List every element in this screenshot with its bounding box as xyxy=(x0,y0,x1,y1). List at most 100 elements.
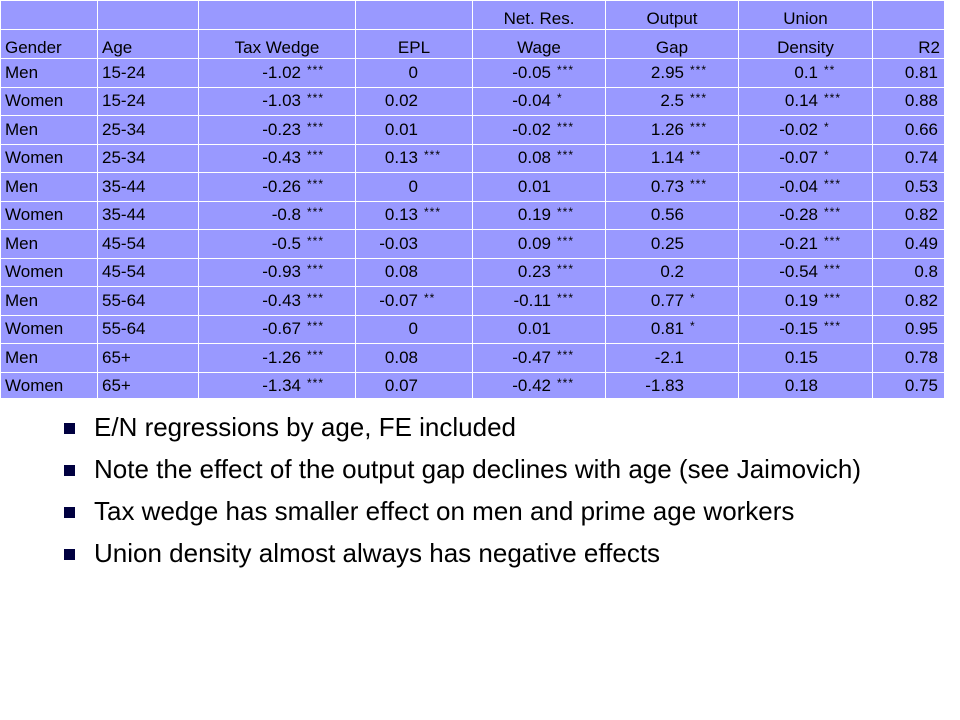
cell-age: 25-34 xyxy=(97,115,199,145)
cell-tax-wedge: -0.8 *** xyxy=(198,200,356,230)
cell-output-gap: 1.26 *** xyxy=(605,115,739,145)
cell-epl: 0.02 xyxy=(355,86,473,116)
cell-value: 0.19 xyxy=(784,290,818,310)
cell-union-density: -0.04 *** xyxy=(738,172,873,202)
cell-age: 55-64 xyxy=(97,314,199,344)
cell-output-gap: 2.5 *** xyxy=(605,86,739,116)
table-row: Men 35-44 -0.26 *** 0 0.01 0.73 *** -0.04 *** 0.53 xyxy=(0,172,945,202)
bullet-square-icon xyxy=(64,507,75,518)
cell-epl: 0.07 xyxy=(355,371,473,401)
cell-age: 15-24 xyxy=(97,86,199,116)
cell-r2: 0.66 xyxy=(872,115,945,145)
cell-age: 25-34 xyxy=(97,143,199,173)
cell-value: -0.43 xyxy=(262,290,301,310)
cell-net-res-wage: -0.02 *** xyxy=(472,115,606,145)
cell-tax-wedge: -0.93 *** xyxy=(198,257,356,287)
cell-epl: -0.07 ** xyxy=(355,286,473,316)
cell-tax-wedge: -1.03 *** xyxy=(198,86,356,116)
cell-value: 0.01 xyxy=(517,176,551,196)
table-row: Women 65+ -1.34 *** 0.07 -0.42 *** -1.83 0.18 0.7… xyxy=(0,371,945,401)
cell-value: 0.01 xyxy=(517,319,551,339)
cell-net-res-wage: -0.05 *** xyxy=(472,58,606,88)
cell-value: -0.07 xyxy=(779,148,818,168)
cell-tax-wedge: -0.67 *** xyxy=(198,314,356,344)
cell-value: -0.47 xyxy=(512,347,551,367)
significance-stars: *** xyxy=(307,148,325,163)
cell-value: 0 xyxy=(408,176,418,196)
cell-epl: 0.08 xyxy=(355,257,473,287)
significance-stars: *** xyxy=(307,91,325,106)
cell-gender: Women xyxy=(0,143,98,173)
cell-value: 0.1 xyxy=(794,62,818,82)
table-row: Men 45-54 -0.5 *** -0.03 0.09 *** 0.25 -0.21 *** 0… xyxy=(0,229,945,259)
cell-value: -0.04 xyxy=(512,91,551,111)
significance-stars: *** xyxy=(557,205,575,220)
bullet-item: Union density almost always has negative… xyxy=(64,538,944,568)
cell-value: 0.13 xyxy=(384,205,418,225)
significance-stars: *** xyxy=(824,262,842,277)
cell-gender: Men xyxy=(0,229,98,259)
cell-union-density: -0.54 *** xyxy=(738,257,873,287)
cell-r2: 0.53 xyxy=(872,172,945,202)
cell-value: 0 xyxy=(408,319,418,339)
cell-output-gap: 2.95 *** xyxy=(605,58,739,88)
cell-union-density: -0.28 *** xyxy=(738,200,873,230)
table-row: Women 45-54 -0.93 *** 0.08 0.23 *** 0.2 -0.54 ***… xyxy=(0,257,945,287)
significance-stars: * xyxy=(690,290,696,305)
cell-output-gap: 0.73 *** xyxy=(605,172,739,202)
cell-net-res-wage: 0.01 xyxy=(472,172,606,202)
cell-output-gap: 0.25 xyxy=(605,229,739,259)
significance-stars: *** xyxy=(824,290,842,305)
cell-value: -0.26 xyxy=(262,176,301,196)
table-row: Men 65+ -1.26 *** 0.08 -0.47 *** -2.1 0.15 0.78 xyxy=(0,343,945,373)
significance-stars: ** xyxy=(824,62,836,77)
significance-stars: *** xyxy=(557,148,575,163)
significance-stars: *** xyxy=(690,62,708,77)
header-top-union: Union xyxy=(738,0,873,30)
bullet-item: E/N regressions by age, FE included xyxy=(64,412,944,442)
cell-gender: Men xyxy=(0,286,98,316)
cell-union-density: 0.15 xyxy=(738,343,873,373)
cell-net-res-wage: 0.09 *** xyxy=(472,229,606,259)
cell-value: -0.11 xyxy=(513,290,552,310)
header-gender: Gender xyxy=(0,29,98,59)
bullet-item: Note the effect of the output gap declin… xyxy=(64,454,944,484)
bullet-list: E/N regressions by age, FE included Note… xyxy=(64,412,944,580)
significance-stars: *** xyxy=(557,62,575,77)
significance-stars: *** xyxy=(307,290,325,305)
cell-union-density: 0.14 *** xyxy=(738,86,873,116)
significance-stars: * xyxy=(824,119,830,134)
cell-value: -0.23 xyxy=(262,119,301,139)
cell-epl: 0.08 xyxy=(355,343,473,373)
cell-age: 45-54 xyxy=(97,257,199,287)
significance-stars: * xyxy=(690,319,696,334)
header-epl: EPL xyxy=(355,29,473,59)
cell-union-density: 0.19 *** xyxy=(738,286,873,316)
cell-value: 0.77 xyxy=(650,290,684,310)
cell-gender: Men xyxy=(0,115,98,145)
cell-value: 0.02 xyxy=(384,91,418,111)
cell-value: -0.04 xyxy=(779,176,818,196)
cell-value: 0.15 xyxy=(784,347,818,367)
cell-union-density: -0.07 * xyxy=(738,143,873,173)
significance-stars: *** xyxy=(824,176,842,191)
cell-value: 0.19 xyxy=(517,205,551,225)
cell-age: 65+ xyxy=(97,343,199,373)
cell-value: -0.02 xyxy=(512,119,551,139)
significance-stars: *** xyxy=(307,62,325,77)
cell-net-res-wage: -0.11 *** xyxy=(472,286,606,316)
cell-age: 35-44 xyxy=(97,200,199,230)
cell-epl: 0 xyxy=(355,314,473,344)
significance-stars: *** xyxy=(307,233,325,248)
cell-gender: Men xyxy=(0,343,98,373)
cell-value: -1.26 xyxy=(262,347,301,367)
cell-age: 45-54 xyxy=(97,229,199,259)
cell-union-density: 0.18 xyxy=(738,371,873,401)
cell-value: 0.08 xyxy=(384,262,418,282)
table-header: Net. Res. Output Union Gender Age Tax We… xyxy=(0,0,945,59)
cell-value: -0.28 xyxy=(779,205,818,225)
cell-r2: 0.82 xyxy=(872,286,945,316)
cell-value: 0.01 xyxy=(384,119,418,139)
cell-r2: 0.49 xyxy=(872,229,945,259)
header-tax-wedge: Tax Wedge xyxy=(198,29,356,59)
